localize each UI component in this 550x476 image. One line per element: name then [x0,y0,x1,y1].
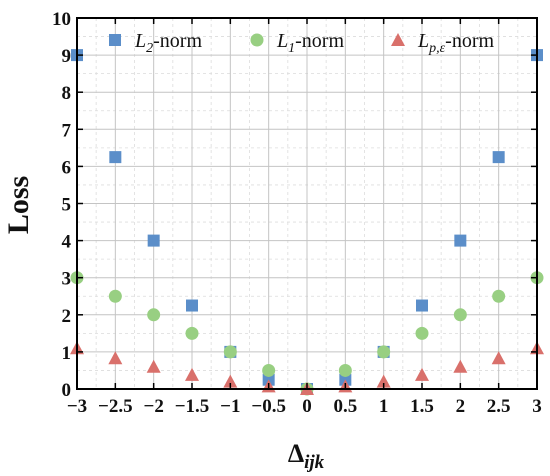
x-tick-label: 3 [532,396,542,417]
y-tick-label: 2 [62,306,72,327]
l1-norm-point [492,289,506,303]
y-tick-label: 7 [62,120,72,141]
y-tick-label: 6 [62,157,72,178]
x-tick-label: 2 [456,396,466,417]
lpe-norm-point [185,367,199,381]
x-tick-label: 1.5 [410,396,434,417]
x-tick-label: −2.5 [98,396,133,417]
grid [77,18,537,389]
x-tick-label: 1 [379,396,389,417]
y-tick-label: 5 [62,195,72,216]
y-tick-label: 8 [62,83,72,104]
x-axis-title-base: Δ [288,439,304,468]
l1-norm-point [377,345,391,359]
y-axis-title: Loss [2,176,35,234]
l1-norm-point [453,308,467,322]
l1-norm-point [108,289,122,303]
l1-norm-point [185,326,199,340]
data-marks [70,49,544,396]
legend-l2-marker [109,34,121,46]
x-tick-label: 0 [302,396,312,417]
x-tick-label: −1 [220,396,240,417]
y-tick-label: 9 [62,46,72,67]
x-tick-label: −1.5 [175,396,210,417]
l2-norm-point [454,234,467,247]
y-tick-label: 0 [62,380,72,401]
legend-label: L1-norm [276,30,344,56]
y-tick-label: 1 [62,343,72,364]
l2-norm-point [147,234,160,247]
l2-norm-point [416,299,428,312]
x-tick-label: 0.5 [333,396,357,417]
lpe-norm-point [108,351,123,365]
legend-label: Lp,ε-norm [417,30,494,56]
legend-l1-marker [250,33,264,47]
l1-norm-point [415,326,429,340]
lpe-norm-point [223,374,238,388]
l1-norm-point [223,345,237,359]
l1-norm-point [147,308,161,322]
x-tick-label: −2 [144,396,164,417]
lpe-norm-point [146,359,161,373]
legend-label: L2-norm [134,30,202,56]
l1-norm-point [338,363,352,377]
x-tick-label: −0.5 [251,396,286,417]
lpe-norm-point [415,367,429,381]
lpe-norm-point [491,351,506,365]
x-axis-title: Δijk [288,439,325,473]
l2-norm-point [186,299,198,312]
l2-norm-point [492,151,505,164]
l1-norm-point [262,363,276,377]
lpe-norm-point [453,359,468,373]
legend: L2-norm L1-norm Lp,ε-norm [109,30,494,56]
l2-norm-point [109,151,122,164]
x-axis-title-subscript: ijk [304,452,325,473]
legend-lpe-marker [391,33,405,46]
y-tick-label: 4 [62,232,72,253]
x-tick-label: 2.5 [487,396,511,417]
lpe-norm-point [376,374,391,388]
y-tick-label: 3 [62,269,72,290]
x-tick-label: −3 [67,396,87,417]
y-tick-label: 10 [52,9,71,30]
